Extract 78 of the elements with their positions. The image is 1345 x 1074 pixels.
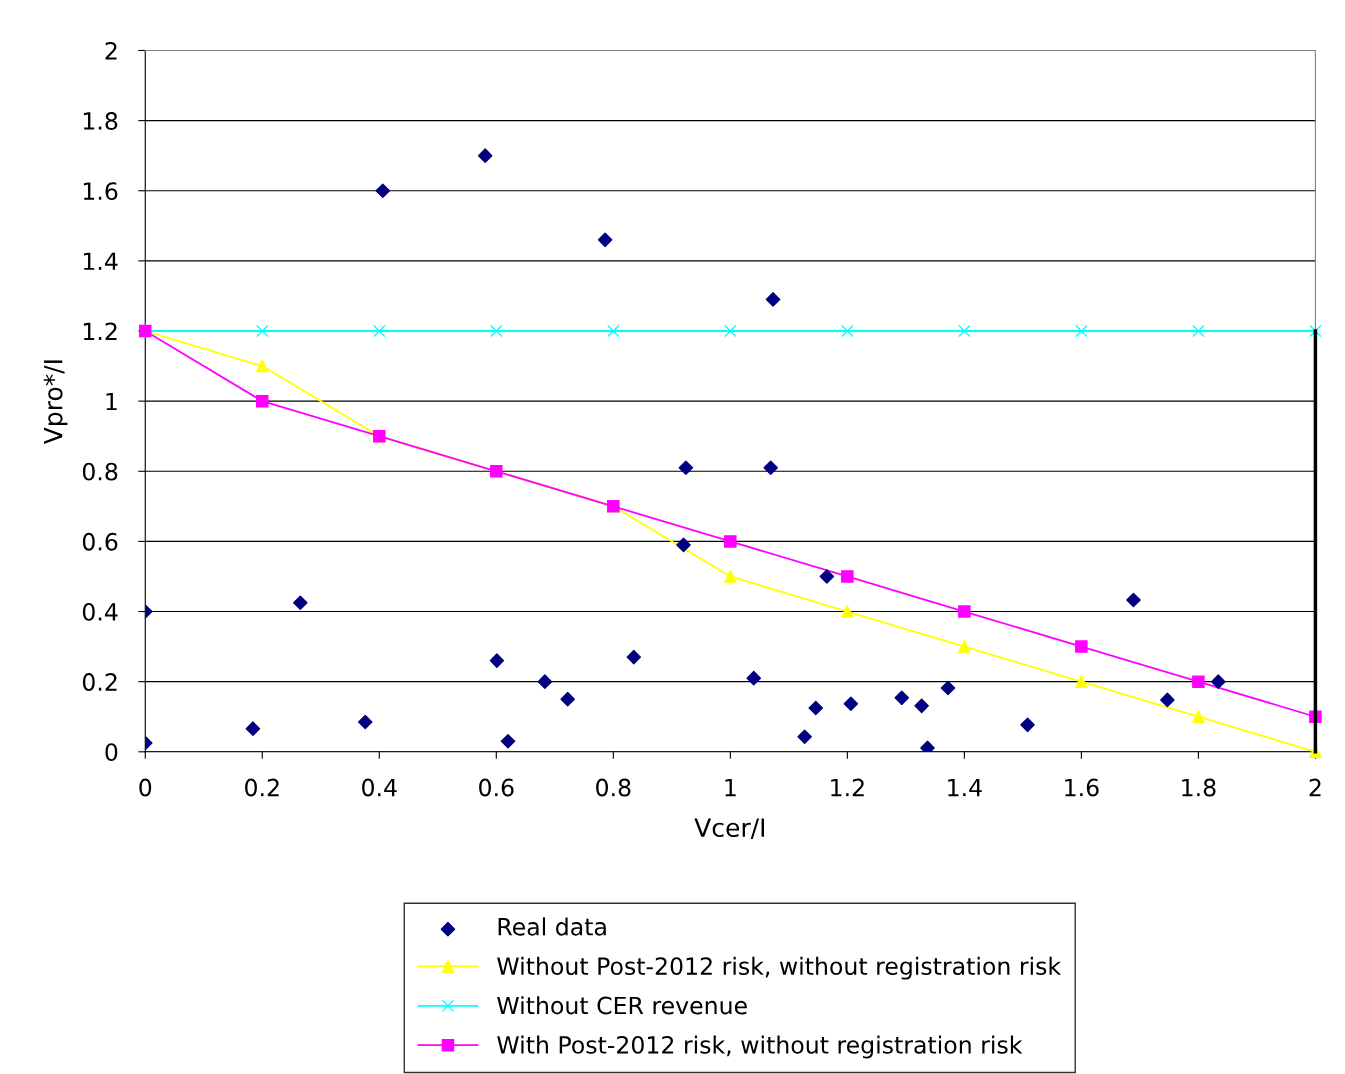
y-tick-label: 1.2 (83, 322, 117, 340)
point (958, 605, 971, 618)
point (1160, 692, 1175, 708)
point (1211, 674, 1226, 689)
y-axis-title: Vpro*/I (43, 360, 68, 445)
point (841, 605, 854, 618)
x-tick-label: 0 (139, 778, 152, 797)
x-tick-label: 2 (1309, 778, 1321, 797)
y-tick-label: 1 (106, 392, 117, 411)
point (490, 324, 503, 338)
x-tick-label: 1.2 (831, 778, 864, 797)
point (724, 535, 737, 548)
x-tick-label: 0.6 (479, 778, 514, 797)
y-tick-label: 0.6 (82, 532, 118, 551)
point (245, 721, 261, 736)
legend-label: Without CER revenue (497, 996, 747, 1015)
point (808, 700, 824, 716)
point (373, 324, 386, 338)
point (500, 733, 516, 749)
point (914, 698, 929, 714)
x-tick-label: 0.8 (596, 778, 631, 797)
point (920, 740, 935, 752)
legend-label: Without Post-2012 risk, without registration risk (497, 956, 1062, 980)
point (763, 460, 778, 476)
point (676, 537, 691, 553)
point (841, 324, 854, 338)
point (1309, 324, 1322, 338)
y-tick-label: 1.4 (83, 252, 118, 270)
y-tick-label: 0.8 (82, 462, 118, 481)
point (841, 570, 854, 583)
point (597, 232, 613, 248)
x-tick-label: 0.4 (362, 778, 397, 797)
y-tick-label: 1.8 (83, 112, 118, 130)
y-tick-label: 0 (105, 743, 118, 762)
point (678, 460, 694, 476)
y-tick-label: 0.4 (82, 602, 118, 621)
point (958, 324, 971, 338)
point (1020, 717, 1035, 733)
point (1192, 675, 1205, 688)
x-axis-title: Vcer/I (694, 818, 765, 840)
y-tick-label: 2 (105, 41, 117, 60)
point (477, 148, 493, 163)
point (293, 595, 308, 611)
point (256, 359, 269, 373)
point (537, 674, 553, 689)
point (724, 324, 737, 338)
point (958, 640, 971, 653)
point (797, 729, 812, 745)
point (1126, 592, 1141, 608)
point (1075, 640, 1088, 653)
point (765, 292, 781, 307)
point (894, 690, 910, 706)
point (819, 569, 835, 584)
point (1075, 324, 1088, 338)
point (746, 670, 762, 686)
x-tick-label: 1.4 (948, 778, 982, 797)
x-tick-label: 1 (725, 778, 736, 797)
point (375, 183, 391, 199)
point (626, 649, 642, 665)
point (724, 570, 737, 583)
legend-label: With Post-2012 risk, without registration risk (497, 1035, 1023, 1059)
point (1192, 710, 1205, 723)
point (357, 714, 373, 730)
point (256, 324, 269, 338)
x-tick-label: 1.6 (1065, 778, 1099, 797)
point (560, 691, 575, 707)
point (940, 680, 956, 696)
point (256, 394, 269, 408)
point (607, 324, 620, 338)
x-tick-label: 1.8 (1182, 778, 1216, 797)
x-tick-label: 0.2 (245, 778, 279, 797)
point (843, 696, 859, 712)
point (1192, 324, 1205, 338)
legend-label: Real data (498, 917, 606, 936)
point (1075, 675, 1088, 688)
point (489, 653, 505, 668)
y-tick-label: 1.6 (83, 182, 118, 201)
y-tick-label: 0.2 (82, 673, 117, 691)
